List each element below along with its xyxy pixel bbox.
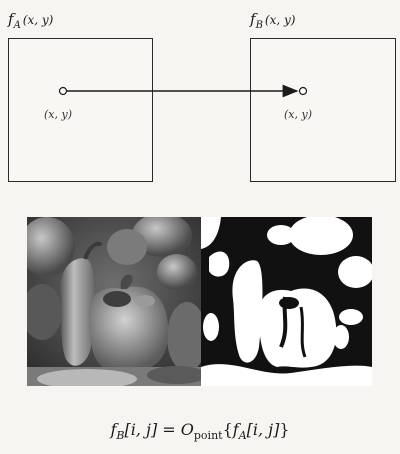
image-a-box xyxy=(8,38,153,182)
point-b-label: (x, y) xyxy=(284,108,312,121)
point-a-label: (x, y) xyxy=(44,108,72,121)
point-b-marker xyxy=(298,86,308,96)
image-b-label: fB (x, y) xyxy=(250,10,296,31)
point-a-marker xyxy=(58,86,68,96)
mapping-arrow-layer xyxy=(58,84,308,98)
grayscale-peppers-photo xyxy=(27,217,201,386)
point-operation-formula: fB[i, j] = Opoint{fA[i, j]} xyxy=(110,420,290,443)
thresholded-peppers-photo xyxy=(201,217,372,386)
image-a-label: fA (x, y) xyxy=(8,10,54,31)
image-b-box xyxy=(250,38,396,182)
